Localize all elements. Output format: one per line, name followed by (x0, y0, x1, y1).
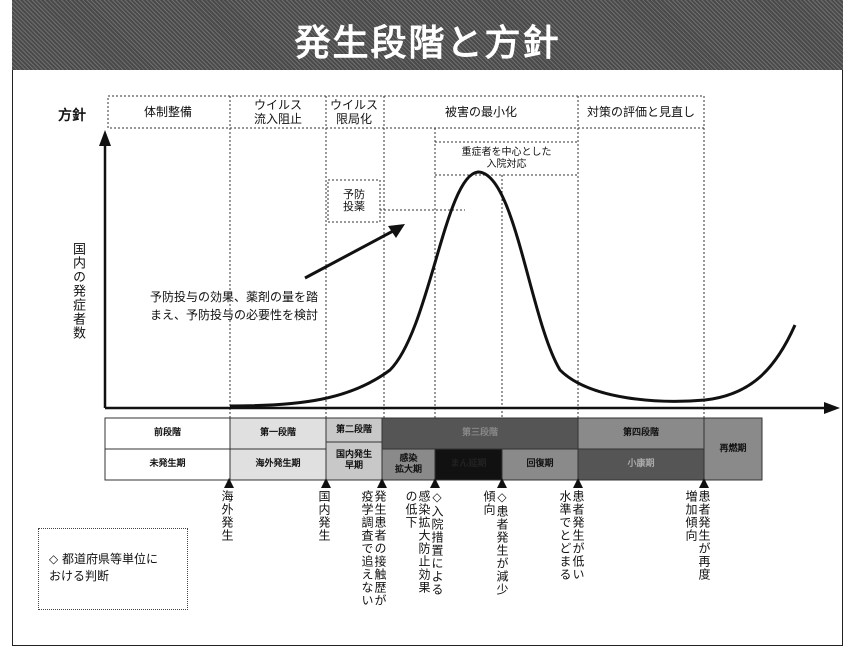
title-bar: 発生段階と方針 (12, 0, 843, 70)
prophylaxis-box (327, 179, 465, 223)
policy-cell-damage-minimization: 被害の最小化 (444, 105, 517, 119)
y-axis-label: 国内の発症者数 (70, 242, 85, 340)
event-cases-increasing-again: 患者発生が再度 増加傾向 (684, 490, 711, 581)
stage-fourth-title: 第四段階 (622, 428, 659, 438)
stage-fourth-lull (577, 448, 705, 481)
y-axis-arrow (99, 130, 111, 146)
page-title: 発生段階と方針 (294, 23, 561, 64)
event-arrow (699, 478, 709, 488)
event-arrow (573, 478, 583, 488)
stage-third-recovery (501, 448, 579, 481)
stage-pre-phase: 未発生期 (149, 459, 186, 469)
policy-cell-evaluation: 対策の評価と見直し (586, 105, 695, 119)
stage-pre-title: 前段階 (153, 428, 181, 438)
stage-third-spread (381, 448, 436, 481)
event-arrow (321, 478, 331, 488)
policy-row-box (107, 95, 705, 129)
stage-second (325, 417, 383, 481)
policy-cell-entry-prevention: ウイルス 流入阻止 (253, 98, 302, 126)
x-axis-arrow (824, 402, 840, 414)
stage-first-title: 第一段階 (259, 428, 296, 438)
event-arrow (377, 478, 387, 488)
stage-third-title: 第三段階 (461, 428, 498, 438)
stage-second-phase: 国内発生 早期 (335, 450, 372, 471)
event-cases-low: 患者発生が低い 水準でとどまる (558, 490, 585, 581)
stage-bar (104, 417, 763, 481)
event-domestic: 国内発生 (317, 490, 331, 542)
stage-third-recovery-label: 回復期 (526, 459, 554, 469)
stage-first-phase: 海外発生期 (255, 459, 301, 469)
stage-next (703, 417, 763, 481)
policy-cell-preparation: 体制整備 (143, 105, 192, 119)
policy-cell-containment: ウイルス 限局化 (329, 98, 378, 126)
note-text: 予防投与の効果、薬剤の量を踏 まえ、予防投与の必要性を検討 (150, 290, 319, 322)
stage-third-pandemic-label: まん延期 (450, 459, 487, 469)
event-overseas: 海外発生 (220, 490, 234, 542)
event-hospital-effect-drop: ◇入院措置による 感染拡大防止効果 の低下 (404, 490, 444, 596)
event-arrow (224, 478, 234, 488)
event-cases-decreasing: ◇患者発生が減少 傾向 (482, 490, 509, 596)
legend-box: ◇ 都道府県等単位に おける判断 (38, 528, 188, 610)
stage-next-label: 再燃期 (719, 443, 747, 454)
policy-label: 方針 (58, 108, 86, 124)
event-arrow (497, 478, 507, 488)
event-contact-untraceable: 発生患者の接触歴が 疫学調査で追えない (360, 490, 387, 607)
note-arrow-line (304, 228, 396, 280)
stage-fourth-lull-label: 小康期 (627, 459, 655, 469)
epidemic-curve (229, 170, 797, 408)
note-arrow-head (388, 224, 405, 238)
stage-second-title: 第二段階 (335, 424, 372, 435)
hospital-label: 重症者を中心とした 入院対応 (461, 147, 552, 170)
prophylaxis-label: 予防 投薬 (343, 188, 365, 213)
stage-third-spread-label: 感染 拡大期 (394, 453, 422, 475)
event-arrow (430, 478, 440, 488)
